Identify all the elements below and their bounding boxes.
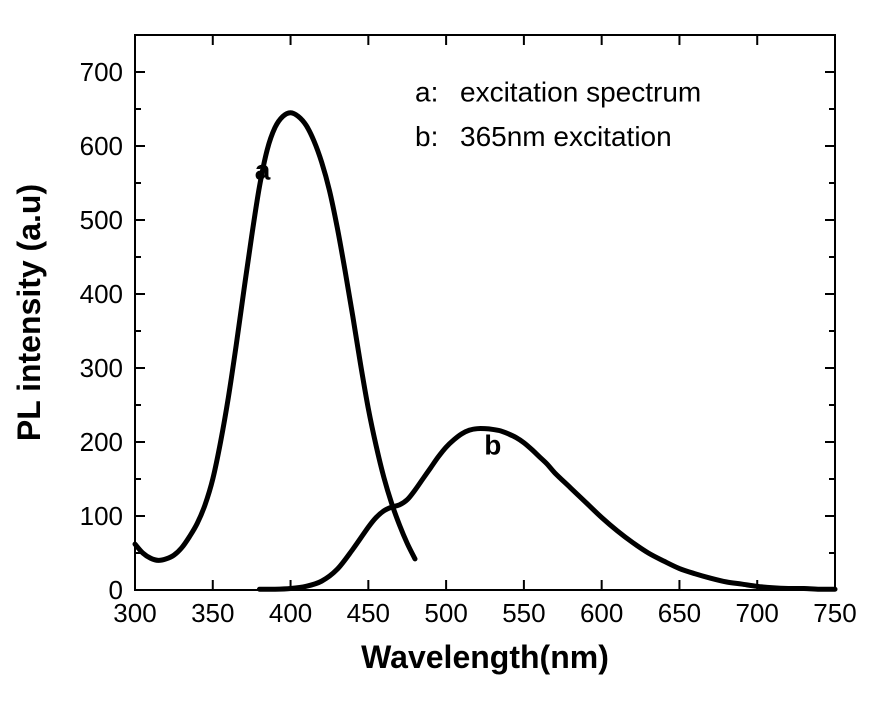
- x-tick-label: 400: [269, 598, 312, 628]
- y-tick-label: 300: [80, 353, 123, 383]
- curve-label-a: a: [255, 154, 271, 185]
- x-tick-label: 500: [424, 598, 467, 628]
- x-tick-label: 350: [191, 598, 234, 628]
- y-tick-label: 400: [80, 279, 123, 309]
- x-tick-label: 600: [580, 598, 623, 628]
- y-tick-label: 700: [80, 57, 123, 87]
- curve-label-b: b: [484, 430, 501, 461]
- y-tick-label: 500: [80, 205, 123, 235]
- y-tick-label: 200: [80, 427, 123, 457]
- y-tick-label: 0: [109, 575, 123, 605]
- x-tick-label: 650: [658, 598, 701, 628]
- legend-key-0: a:: [415, 77, 438, 108]
- x-tick-label: 700: [736, 598, 779, 628]
- x-tick-label: 750: [813, 598, 856, 628]
- legend-text-1: 365nm excitation: [460, 121, 672, 152]
- pl-spectrum-chart: 3003504004505005506006507007500100200300…: [0, 0, 875, 702]
- legend-text-0: excitation spectrum: [460, 77, 701, 108]
- x-tick-label: 450: [347, 598, 390, 628]
- legend-key-1: b:: [415, 121, 438, 152]
- y-axis-title: PL intensity (a.u): [11, 184, 47, 441]
- x-tick-label: 550: [502, 598, 545, 628]
- y-tick-label: 100: [80, 501, 123, 531]
- y-tick-label: 600: [80, 131, 123, 161]
- x-axis-title: Wavelength(nm): [361, 639, 609, 675]
